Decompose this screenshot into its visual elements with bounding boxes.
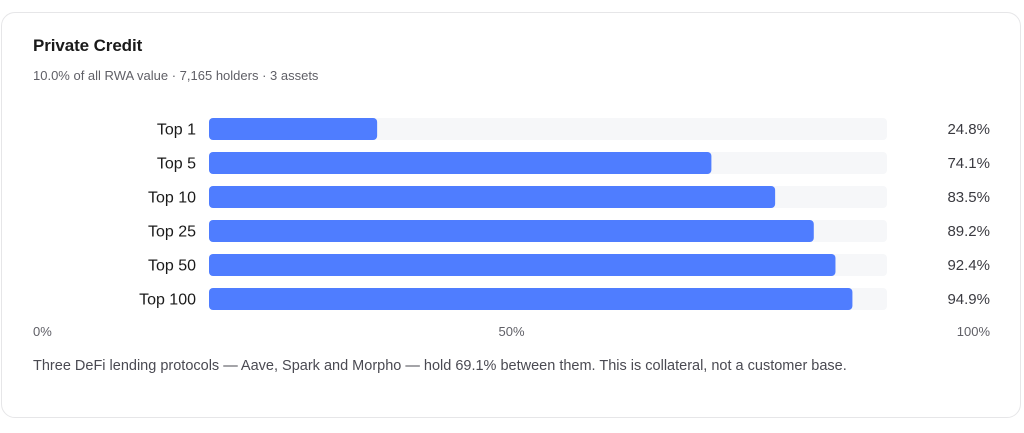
holder-concentration-chart: Top 1 24.8% Top 5 74.1% Top 10 83.5% Top 25 89.… (33, 118, 991, 339)
value-label: 92.4% (947, 257, 990, 274)
value-label: 89.2% (947, 223, 990, 240)
x-tick-label: 50% (498, 324, 524, 339)
category-label: Top 50 (148, 258, 196, 275)
bar (209, 152, 712, 174)
card-subtitle: 10.0% of all RWA value · 7,165 holders ·… (33, 68, 319, 83)
value-label: 94.9% (947, 291, 990, 308)
value-label: 74.1% (947, 155, 990, 172)
x-tick-label: 0% (33, 324, 52, 339)
value-label: 83.5% (947, 189, 990, 206)
category-label: Top 10 (148, 190, 196, 207)
bar (209, 118, 378, 140)
category-label: Top 1 (157, 122, 196, 139)
value-label: 24.8% (947, 121, 990, 138)
bar (209, 220, 814, 242)
category-label: Top 100 (139, 292, 196, 309)
x-tick-label: 100% (957, 324, 991, 339)
bar (209, 288, 853, 310)
bar (209, 186, 776, 208)
category-label: Top 25 (148, 224, 196, 241)
bar (209, 254, 836, 276)
concentration-card (1, 12, 1021, 418)
bar-track (209, 118, 887, 140)
card-title: Private Credit (33, 36, 143, 55)
category-label: Top 5 (157, 156, 196, 173)
card-footnote: Three DeFi lending protocols — Aave, Spa… (33, 358, 847, 374)
